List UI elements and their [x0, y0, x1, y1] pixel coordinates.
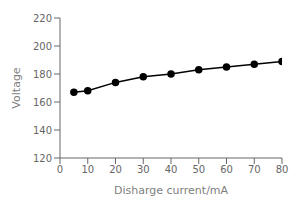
svg-text:60: 60 [220, 164, 233, 175]
svg-text:200: 200 [33, 41, 52, 52]
svg-text:10: 10 [81, 164, 94, 175]
svg-text:180: 180 [33, 69, 52, 80]
svg-text:220: 220 [33, 13, 52, 24]
svg-text:Disharge current/mA: Disharge current/mA [114, 184, 229, 197]
svg-text:80: 80 [276, 164, 289, 175]
svg-text:120: 120 [33, 153, 52, 164]
svg-text:70: 70 [248, 164, 261, 175]
svg-text:0: 0 [57, 164, 63, 175]
svg-text:Voltage: Voltage [10, 67, 23, 108]
svg-text:140: 140 [33, 125, 52, 136]
svg-text:30: 30 [137, 164, 150, 175]
svg-text:50: 50 [192, 164, 205, 175]
svg-text:160: 160 [33, 97, 52, 108]
svg-text:20: 20 [109, 164, 122, 175]
svg-text:40: 40 [165, 164, 178, 175]
